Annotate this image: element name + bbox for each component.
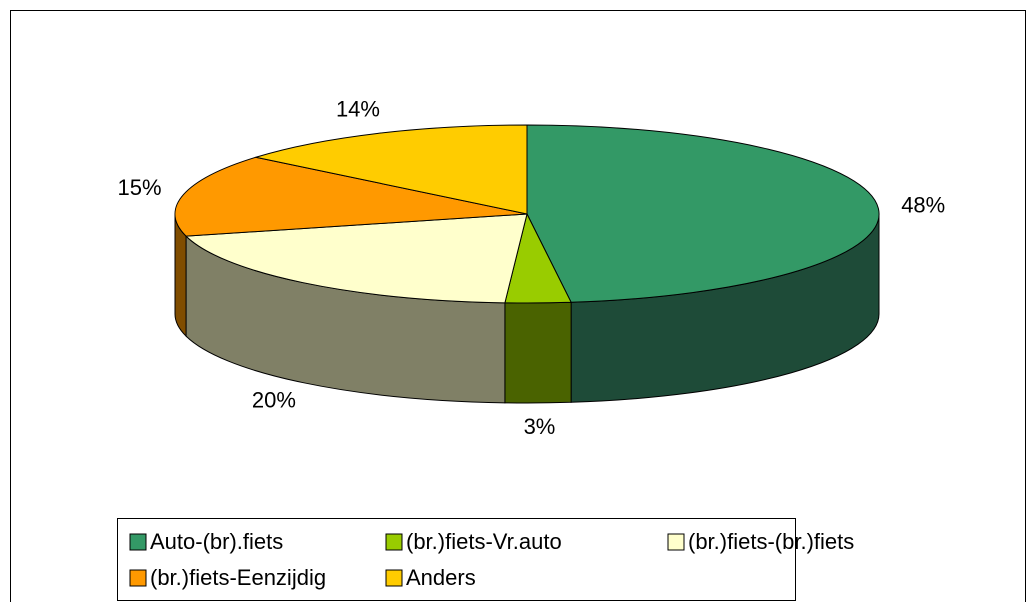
pie-slice [255,124,528,215]
legend-label: (br.)fiets-(br.)fiets [688,529,854,554]
legend-label: Anders [406,565,476,590]
legend-box [117,518,796,601]
pie-slice [526,124,880,303]
legend-swatch [129,533,147,551]
legend-swatch [385,533,403,551]
data-label: 14% [336,97,380,122]
pie-side [504,301,572,404]
data-label: 3% [524,414,556,439]
data-label: 20% [252,388,296,413]
pie-slice [174,156,528,237]
legend-swatch [129,569,147,587]
legend-swatch [385,569,403,587]
data-label: 15% [118,175,162,200]
data-label: 48% [901,193,945,218]
legend-label: (br.)fiets-Eenzijdig [150,565,326,590]
legend-swatch [667,533,685,551]
pie-slice [184,213,528,304]
legend-label: (br.)fiets-Vr.auto [406,529,562,554]
legend-label: Auto-(br).fiets [150,529,283,554]
